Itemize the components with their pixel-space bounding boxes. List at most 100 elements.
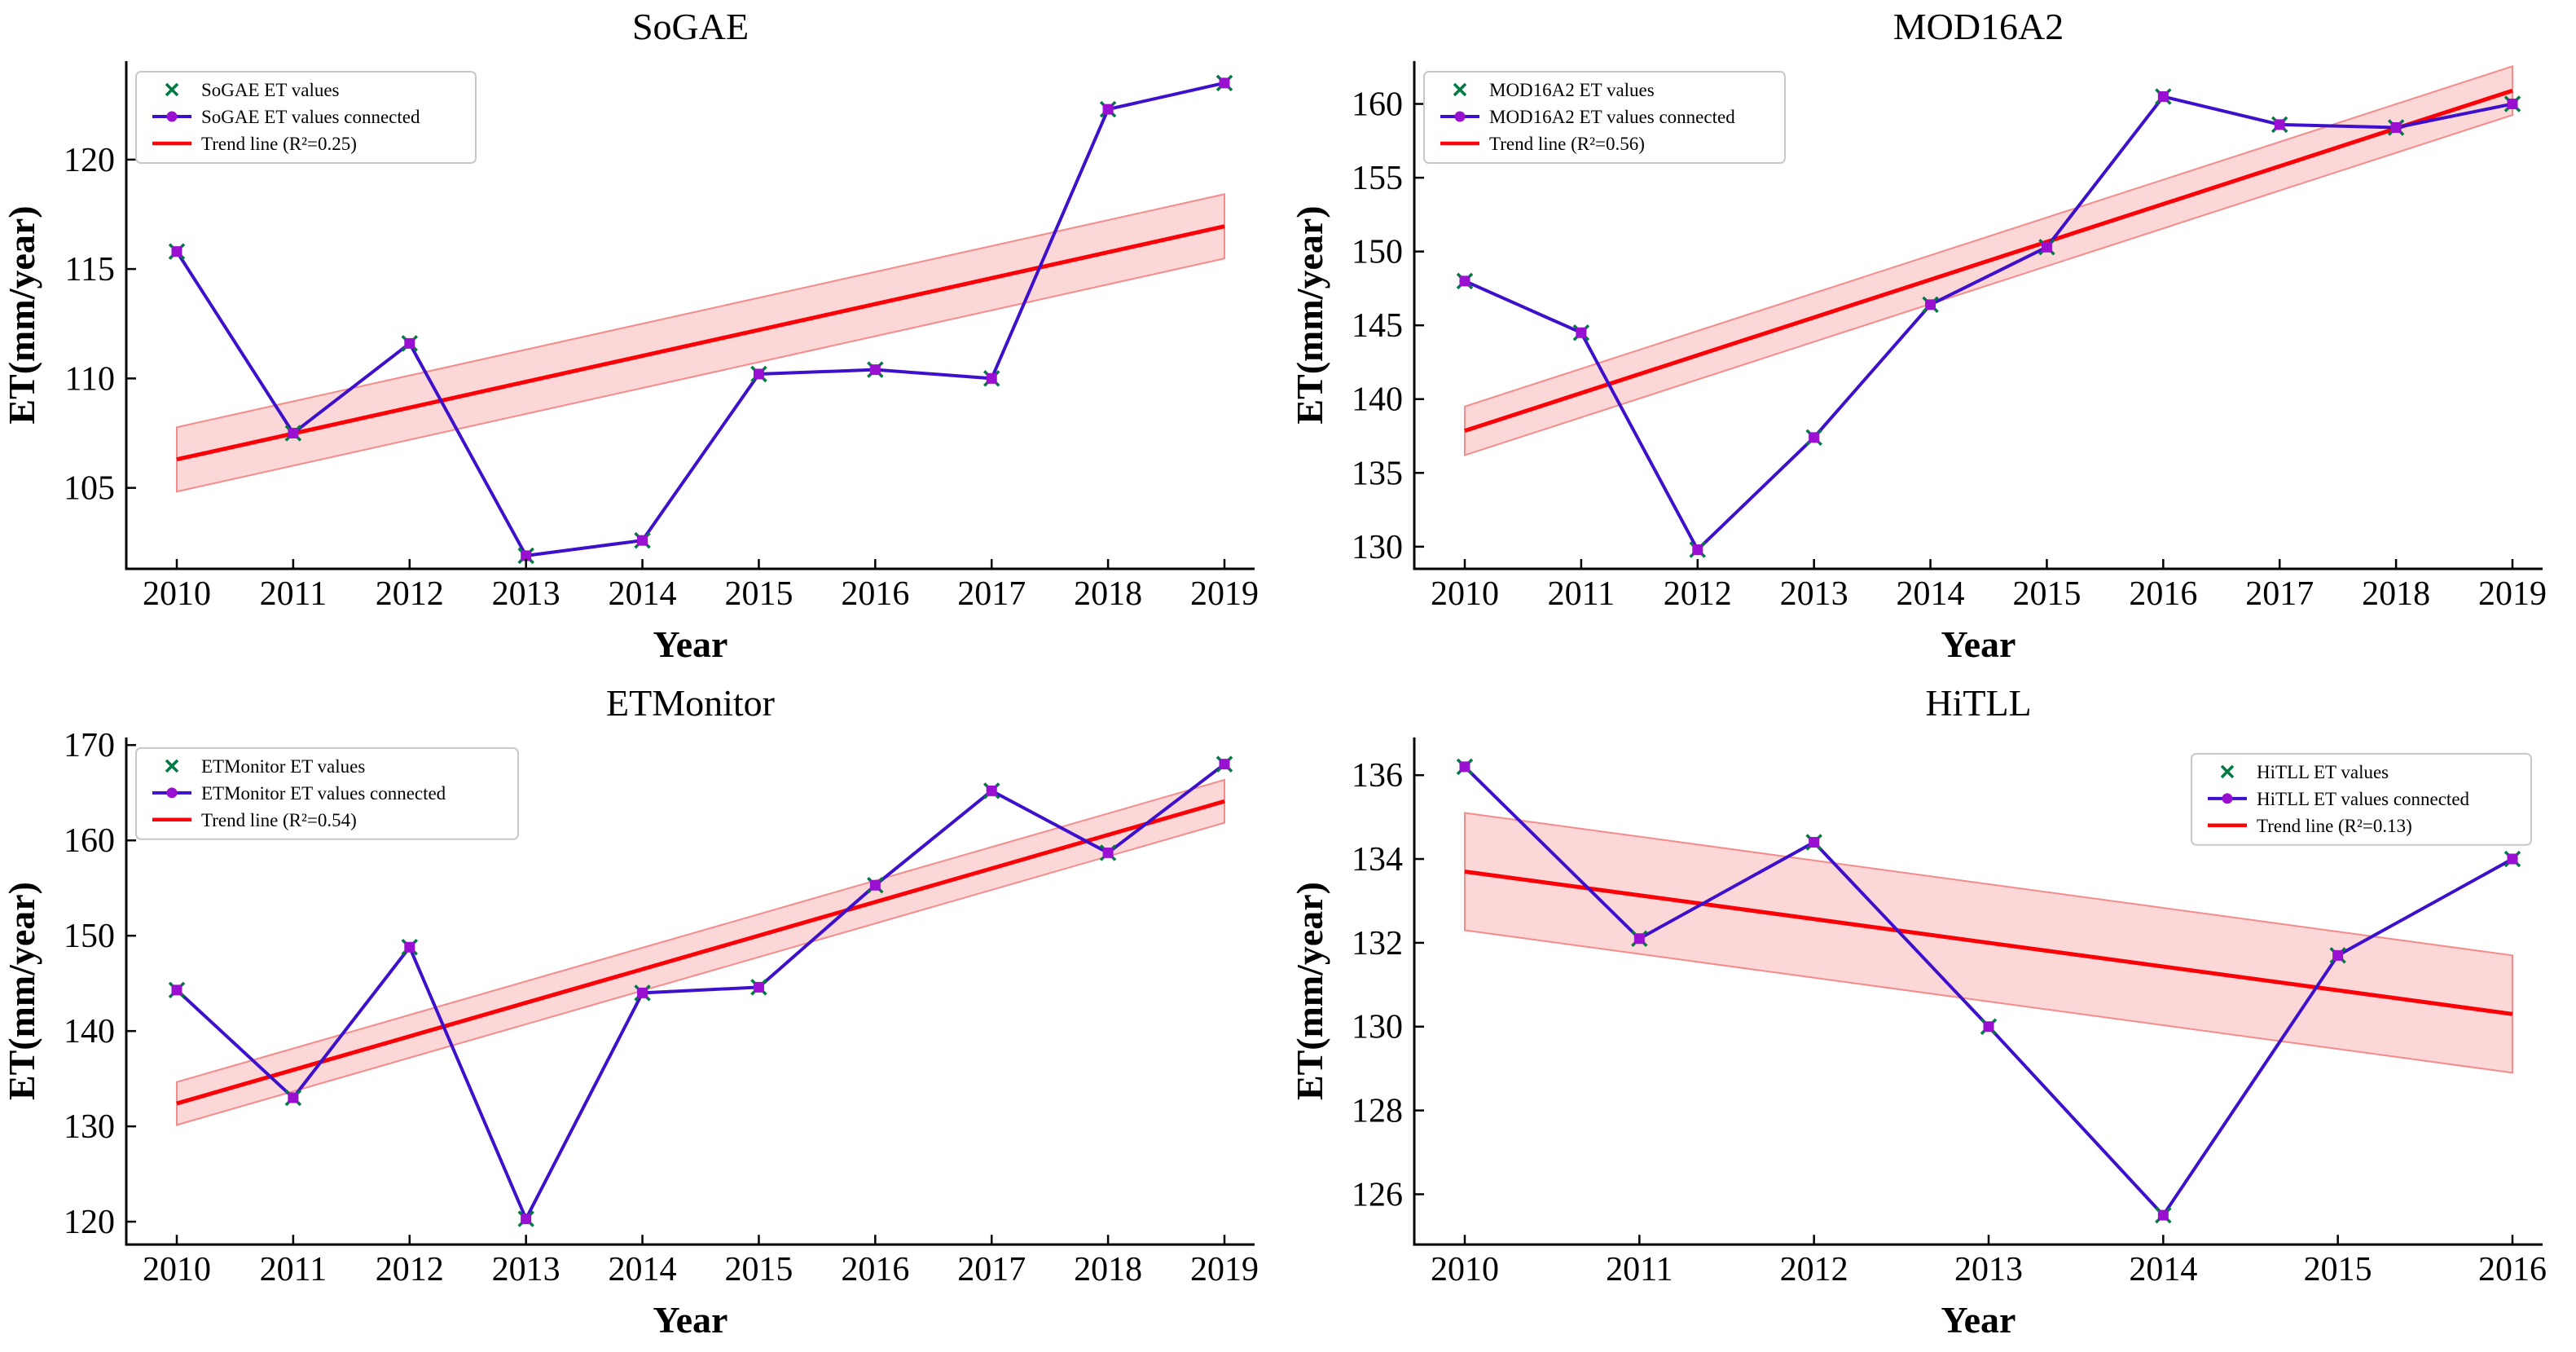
plot-area: [168, 755, 1233, 1227]
plot-area: [1456, 64, 2521, 558]
x-tick-label: 2018: [2362, 575, 2430, 613]
point-marker: [404, 941, 415, 953]
point-marker: [637, 987, 648, 998]
legend-label: SoGAE ET values connected: [201, 107, 420, 127]
y-tick-label: 132: [1352, 925, 1403, 962]
legend-circle-marker-icon: [2222, 793, 2233, 804]
plot-area: [168, 74, 1233, 565]
y-tick-label: 155: [1352, 160, 1403, 197]
x-tick-label: 2012: [1664, 575, 1732, 613]
data-markers: [1456, 88, 2521, 558]
legend-label: HiTLL ET values: [2257, 762, 2389, 782]
chart-panel-hitll: 2010 2011 2012 2013 2014 2015 2016 126 128 130 132…: [1288, 676, 2576, 1352]
point-marker: [1576, 327, 1587, 338]
point-marker: [2041, 241, 2052, 253]
point-marker: [521, 550, 532, 561]
x-tick-label: 2015: [2012, 575, 2081, 613]
y-tick-label: 150: [1352, 234, 1403, 271]
x-tick-label: 2015: [2304, 1251, 2372, 1288]
x-axis-label: Year: [653, 623, 728, 665]
y-tick-label: 170: [64, 727, 115, 764]
legend-box: [1423, 71, 1786, 164]
chart-title: ETMonitor: [606, 682, 775, 724]
legend-label: Trend line (R²=0.25): [201, 134, 357, 154]
legend-circle-marker-icon: [166, 787, 178, 799]
point-marker: [1925, 299, 1936, 310]
y-tick-label: 160: [1352, 86, 1403, 124]
legend-label: Trend line (R²=0.13): [2257, 816, 2412, 836]
x-tick-label: 2013: [492, 1251, 560, 1288]
point-marker: [637, 535, 648, 546]
legend-label: Trend line (R²=0.56): [1489, 134, 1645, 154]
y-tick-label: 150: [64, 918, 115, 955]
point-marker: [288, 1092, 299, 1103]
y-tick-label: 145: [1352, 307, 1403, 345]
x-tick-label: 2010: [143, 1251, 211, 1288]
chart-title: SoGAE: [632, 6, 749, 47]
y-tick-label: 130: [64, 1108, 115, 1146]
point-marker: [986, 785, 997, 796]
point-marker: [1219, 77, 1230, 89]
y-tick-label: 135: [1352, 455, 1403, 492]
legend: HiTLL ET values HiTLL ET values connected…: [2191, 752, 2532, 846]
x-tick-label: 2014: [2129, 1251, 2197, 1288]
legend-box: [135, 746, 519, 840]
point-marker: [1983, 1021, 1994, 1033]
y-axis-label: ET(mm/year): [1289, 205, 1330, 424]
trend-line: [1464, 88, 2513, 434]
y-tick-label: 136: [1352, 757, 1403, 795]
x-tick-label: 2010: [1431, 575, 1499, 613]
point-marker: [869, 364, 881, 376]
point-marker: [1102, 847, 1114, 858]
point-marker: [171, 984, 182, 996]
x-tick-label: 2012: [376, 1251, 444, 1288]
point-marker: [986, 372, 997, 384]
chart-svg-mod16a2: 2010 2011 2012 2013 2014 2015 2016 2017 2018 2019…: [1289, 6, 2547, 665]
chart-title: MOD16A2: [1893, 6, 2064, 47]
chart-panel-etmonitor: 2010 2011 2012 2013 2014 2015 2016 2017 2018 2019…: [0, 676, 1288, 1352]
point-marker: [2274, 119, 2285, 130]
x-tick-label: 2013: [492, 575, 560, 613]
legend: MOD16A2 ET values MOD16A2 ET values conne…: [1423, 71, 1786, 164]
point-marker: [1102, 103, 1114, 115]
y-tick-label: 110: [65, 360, 115, 398]
x-tick-label: 2017: [2245, 575, 2314, 613]
point-marker: [521, 1213, 532, 1225]
legend-label: MOD16A2 ET values: [1489, 80, 1655, 100]
x-tick-label: 2010: [1431, 1251, 1499, 1288]
x-tick-label: 2011: [1606, 1251, 1673, 1288]
x-tick-label: 2016: [841, 1251, 909, 1288]
y-tick-label: 128: [1352, 1093, 1403, 1130]
point-marker: [1809, 836, 1820, 848]
legend-circle-marker-icon: [1454, 111, 1466, 122]
x-tick-label: 2011: [260, 1251, 327, 1288]
point-marker: [288, 428, 299, 439]
y-tick-label: 160: [64, 822, 115, 860]
x-tick-label: 2017: [957, 1251, 1026, 1288]
point-marker: [1219, 759, 1230, 770]
y-tick-label: 120: [64, 1204, 115, 1241]
x-tick-label: 2016: [841, 575, 909, 613]
point-marker: [2157, 90, 2169, 102]
legend-box: [135, 71, 477, 164]
y-tick-label: 120: [64, 142, 115, 179]
x-tick-label: 2019: [2478, 575, 2547, 613]
x-tick-label: 2014: [609, 575, 677, 613]
x-tick-label: 2015: [724, 575, 793, 613]
legend-x-marker-icon: [1453, 82, 1467, 97]
plot-area: [1456, 758, 2521, 1224]
y-axis-label: ET(mm/year): [1, 205, 42, 424]
legend-label: SoGAE ET values: [201, 80, 340, 100]
legend-label: ETMonitor ET values: [201, 756, 365, 777]
x-tick-label: 2014: [1897, 575, 1965, 613]
data-markers: [168, 74, 1233, 565]
point-marker: [1633, 933, 1645, 945]
y-tick-label: 130: [1352, 529, 1403, 566]
legend-label: ETMonitor ET values connected: [201, 783, 446, 804]
legend-circle-marker-icon: [166, 111, 178, 122]
legend-label: HiTLL ET values connected: [2257, 789, 2470, 809]
point-marker: [2390, 121, 2402, 133]
chart-panel-sogae: 2010 2011 2012 2013 2014 2015 2016 2017 2018 2019…: [0, 0, 1288, 676]
connected-line: [175, 762, 1226, 1221]
legend-label: MOD16A2 ET values connected: [1489, 107, 1735, 127]
